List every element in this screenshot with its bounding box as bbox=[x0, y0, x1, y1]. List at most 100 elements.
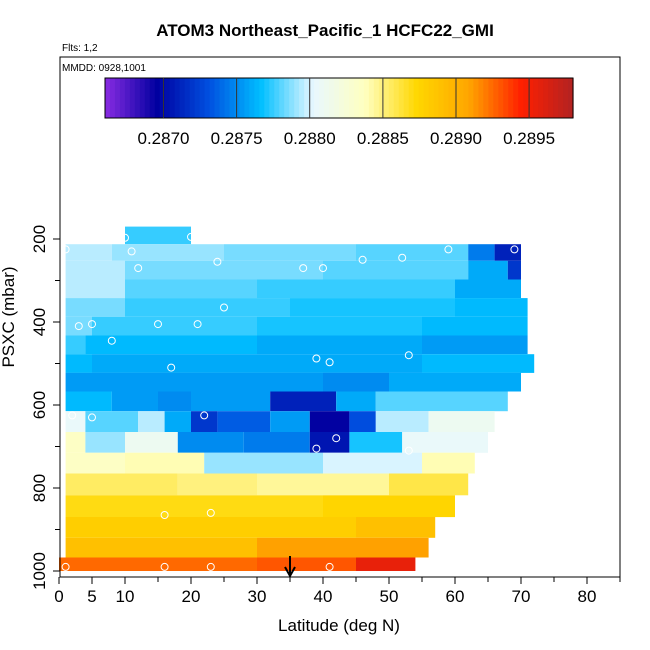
heatmap-cells bbox=[59, 226, 535, 571]
heatmap-cell bbox=[257, 473, 389, 496]
colorbar-swatch bbox=[438, 78, 445, 118]
colorbar-swatch bbox=[408, 78, 415, 118]
sample-point bbox=[160, 511, 169, 519]
colorbar-tick-label: 0.2895 bbox=[503, 129, 555, 148]
colorbar-swatch bbox=[378, 78, 385, 118]
heatmap-cell bbox=[422, 354, 535, 373]
heatmap-cell bbox=[65, 316, 92, 336]
colorbar-swatch bbox=[538, 78, 544, 118]
colorbar-swatch bbox=[428, 78, 435, 118]
heatmap-cell bbox=[65, 517, 224, 538]
heatmap-cell bbox=[309, 411, 350, 432]
x-tick-label: 0 bbox=[54, 587, 63, 606]
sample-point bbox=[88, 413, 96, 422]
colorbar-swatch bbox=[334, 78, 340, 118]
colorbar-swatch bbox=[483, 78, 489, 118]
colorbar: 0.2870 0.2875 0.2880 0.2885 0.2890 0.2895 bbox=[104, 77, 574, 148]
sample-point bbox=[510, 245, 519, 254]
sample-point bbox=[213, 257, 222, 266]
sample-point bbox=[206, 562, 215, 571]
colorbar-swatch bbox=[184, 78, 191, 118]
colorbar-swatch bbox=[413, 78, 420, 118]
sample-point bbox=[358, 255, 367, 264]
heatmap-cell bbox=[125, 452, 205, 474]
colorbar-swatch bbox=[124, 78, 131, 118]
colorbar-tick-label: 0.2885 bbox=[357, 129, 409, 148]
colorbar-swatch bbox=[563, 78, 569, 118]
colorbar-tick-label: 0.2875 bbox=[211, 129, 263, 148]
colorbar-swatch bbox=[219, 78, 226, 118]
colorbar-swatch bbox=[398, 78, 405, 118]
heatmap-cell bbox=[125, 260, 323, 280]
colorbar-tick-label: 0.2890 bbox=[430, 129, 482, 148]
heatmap-cell bbox=[375, 391, 508, 412]
colorbar-swatch bbox=[488, 78, 494, 118]
colorbar-swatch bbox=[119, 78, 126, 118]
sample-point bbox=[398, 253, 407, 262]
heatmap-cell bbox=[177, 473, 257, 496]
heatmap-cell bbox=[402, 432, 488, 453]
colorbar-swatch bbox=[433, 78, 440, 118]
heatmap-cell bbox=[257, 316, 422, 336]
colorbar-swatch bbox=[548, 78, 554, 118]
sample-point bbox=[299, 264, 308, 273]
date-label: MMDD: 0928,1001 bbox=[62, 63, 146, 74]
heatmap-cell bbox=[428, 411, 495, 432]
heatmap-cell bbox=[389, 473, 469, 496]
colorbar-swatch bbox=[353, 78, 360, 118]
colorbar-swatch bbox=[109, 78, 116, 118]
colorbar-swatch bbox=[259, 78, 265, 118]
x-tick-label: 70 bbox=[512, 587, 531, 606]
sample-point bbox=[206, 508, 215, 517]
heatmap-cell bbox=[65, 260, 125, 280]
colorbar-frame bbox=[104, 77, 574, 119]
x-tick-label: 60 bbox=[446, 587, 465, 606]
colorbar-swatch bbox=[309, 78, 315, 118]
sample-point bbox=[187, 232, 195, 241]
colorbar-swatch bbox=[244, 78, 250, 118]
colorbar-swatch bbox=[443, 78, 450, 118]
heatmap-cell bbox=[336, 391, 376, 412]
heatmap-cell bbox=[323, 495, 455, 518]
x-tick-label: 40 bbox=[314, 587, 333, 606]
x-tick-label: 30 bbox=[248, 587, 267, 606]
heatmap-cell bbox=[125, 372, 323, 392]
heatmap-cell bbox=[349, 432, 403, 453]
heatmap-cell bbox=[65, 335, 86, 355]
colorbar-swatch bbox=[508, 78, 514, 118]
sample-point bbox=[319, 264, 327, 273]
y-tick-label: 1000 bbox=[30, 552, 49, 590]
colorbar-swatch bbox=[358, 78, 365, 118]
colorbar-swatch bbox=[558, 78, 564, 118]
heatmap-cell bbox=[257, 354, 422, 373]
sample-point bbox=[134, 264, 143, 273]
heatmap-cell bbox=[243, 432, 310, 453]
y-tick-label: 800 bbox=[30, 474, 49, 502]
colorbar-swatch bbox=[134, 78, 141, 118]
heatmap-cell bbox=[323, 452, 422, 474]
sample-point bbox=[61, 562, 70, 571]
colorbar-swatch bbox=[214, 78, 221, 118]
colorbar-swatch bbox=[304, 78, 310, 118]
colorbar-swatch bbox=[249, 78, 255, 118]
heatmap-cell bbox=[257, 537, 429, 558]
heatmap-cell bbox=[270, 391, 337, 412]
sample-point bbox=[167, 363, 176, 372]
colorbar-swatch bbox=[463, 78, 470, 118]
colorbar-swatch bbox=[229, 78, 236, 118]
sample-point bbox=[121, 233, 129, 242]
colorbar-swatch bbox=[299, 78, 305, 118]
sample-point bbox=[530, 345, 539, 353]
flights-label: Flts: 1,2 bbox=[62, 43, 98, 54]
sample-point bbox=[160, 562, 169, 571]
colorbar-swatch bbox=[224, 78, 231, 118]
heatmap-cell bbox=[422, 316, 528, 336]
colorbar-swatch bbox=[403, 78, 410, 118]
heatmap-cell bbox=[125, 432, 178, 453]
colorbar-swatch bbox=[423, 78, 430, 118]
colorbar-swatch bbox=[513, 78, 519, 118]
colorbar-swatch bbox=[373, 78, 380, 118]
colorbar-swatch bbox=[139, 78, 146, 118]
heatmap-cell bbox=[65, 452, 125, 474]
